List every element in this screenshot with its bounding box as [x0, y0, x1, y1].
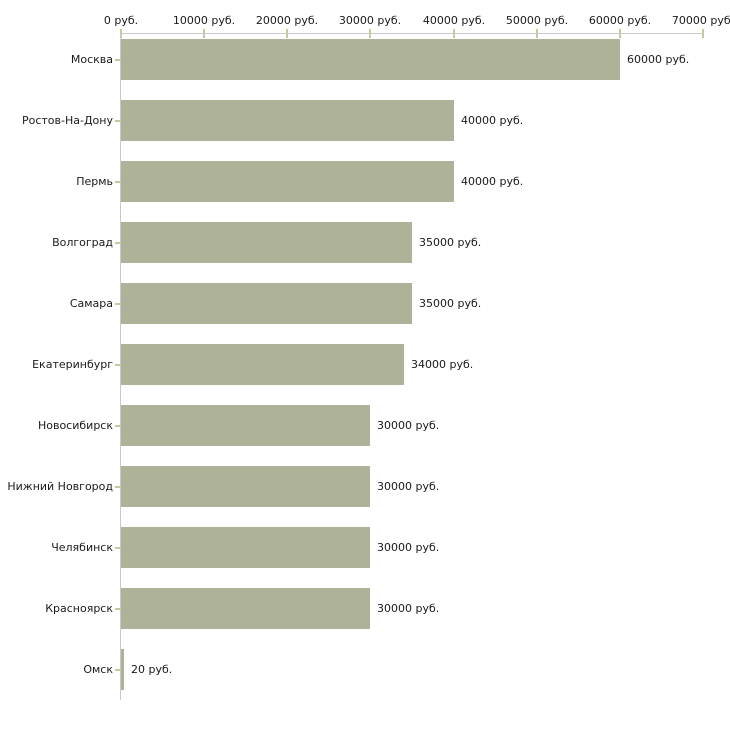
category-tick — [115, 120, 121, 122]
x-axis-tick — [536, 29, 538, 38]
bar — [121, 161, 454, 202]
x-axis-tick — [702, 29, 704, 38]
category-label: Москва — [70, 53, 113, 66]
category-tick — [115, 364, 121, 366]
bar — [121, 222, 412, 263]
bar-row: Москва 60000 руб. — [0, 39, 730, 80]
bar — [121, 466, 370, 507]
category-label: Самара — [69, 297, 113, 310]
x-axis-tick-label: 50000 руб. — [505, 14, 569, 27]
bar — [121, 344, 404, 385]
bar-row: Нижний Новгород 30000 руб. — [0, 466, 730, 507]
x-axis-line — [121, 33, 704, 34]
category-tick — [115, 669, 121, 671]
category-tick — [115, 547, 121, 549]
bar-value-label: 35000 руб. — [419, 297, 482, 310]
bar-value-label: 35000 руб. — [419, 236, 482, 249]
category-label: Волгоград — [52, 236, 113, 249]
bar-value-label: 40000 руб. — [461, 114, 524, 127]
category-label: Нижний Новгород — [7, 480, 113, 493]
x-axis-tick-label: 70000 руб. — [671, 14, 730, 27]
x-axis-tick-label: 20000 руб. — [255, 14, 319, 27]
category-tick — [115, 242, 121, 244]
category-tick — [115, 181, 121, 183]
x-axis-tick-label: 60000 руб. — [588, 14, 652, 27]
bar-value-label: 40000 руб. — [461, 175, 524, 188]
bar-row: Ростов-На-Дону 40000 руб. — [0, 100, 730, 141]
bar-row: Красноярск 30000 руб. — [0, 588, 730, 629]
category-tick — [115, 486, 121, 488]
bar-row: Екатеринбург 34000 руб. — [0, 344, 730, 385]
bar-row: Омск 20 руб. — [0, 649, 730, 690]
category-label: Челябинск — [51, 541, 113, 554]
bar-value-label: 30000 руб. — [377, 419, 440, 432]
x-axis-tick-label: 30000 руб. — [338, 14, 402, 27]
bar-row: Челябинск 30000 руб. — [0, 527, 730, 568]
x-axis-tick — [120, 29, 122, 38]
y-axis-line — [120, 33, 121, 700]
category-tick — [115, 608, 121, 610]
bar-value-label: 30000 руб. — [377, 480, 440, 493]
bar-row: Пермь 40000 руб. — [0, 161, 730, 202]
category-tick — [115, 303, 121, 305]
x-axis-tick — [286, 29, 288, 38]
bar-value-label: 60000 руб. — [627, 53, 690, 66]
bar — [121, 588, 370, 629]
x-axis-tick-label: 0 руб. — [103, 14, 139, 27]
x-axis-tick — [453, 29, 455, 38]
bar-row: Волгоград 35000 руб. — [0, 222, 730, 263]
category-label: Пермь — [76, 175, 113, 188]
x-axis-tick — [619, 29, 621, 38]
x-axis-tick — [203, 29, 205, 38]
category-tick — [115, 425, 121, 427]
x-axis-tick-label: 40000 руб. — [422, 14, 486, 27]
category-label: Екатеринбург — [32, 358, 113, 371]
category-label: Ростов-На-Дону — [21, 114, 113, 127]
category-label: Новосибирск — [37, 419, 113, 432]
bar-value-label: 30000 руб. — [377, 602, 440, 615]
bar-value-label: 30000 руб. — [377, 541, 440, 554]
x-axis-tick — [369, 29, 371, 38]
bar — [121, 100, 454, 141]
category-label: Омск — [83, 663, 113, 676]
category-label: Красноярск — [45, 602, 113, 615]
category-tick — [115, 59, 121, 61]
bar-value-label: 34000 руб. — [411, 358, 474, 371]
bar-row: Самара 35000 руб. — [0, 283, 730, 324]
bar — [121, 283, 412, 324]
bar-row: Новосибирск 30000 руб. — [0, 405, 730, 446]
bar — [121, 39, 620, 80]
bar — [121, 649, 124, 690]
bar-value-label: 20 руб. — [131, 663, 173, 676]
bar — [121, 527, 370, 568]
x-axis-tick-label: 10000 руб. — [172, 14, 236, 27]
bar — [121, 405, 370, 446]
